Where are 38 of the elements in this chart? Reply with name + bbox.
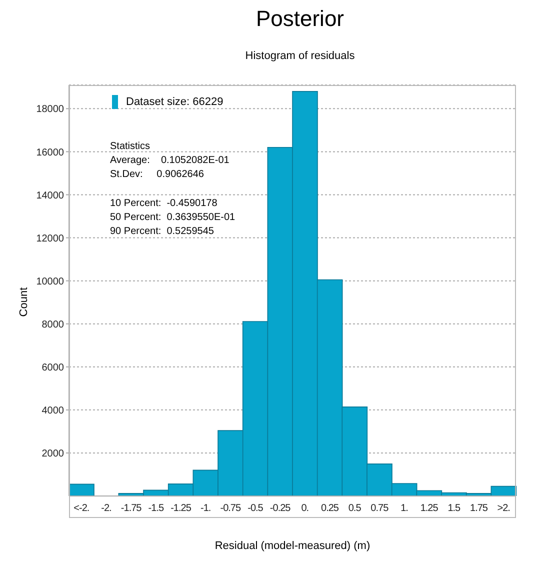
chart-subtitle: Histogram of residuals: [244, 50, 356, 62]
x-tick-label: 0.75: [370, 503, 390, 514]
annotation: St.Dev: 0.9062646: [110, 168, 205, 182]
x-tick-label: -0.25: [270, 503, 292, 514]
annotation: Average: 0.1052082E-01: [110, 154, 230, 168]
x-tick-label: -1.: [200, 503, 211, 514]
chart-title: Posterior: [254, 6, 346, 32]
x-tick-label: <-2.: [74, 503, 90, 514]
y-tick-label: 10000: [36, 276, 64, 288]
annotation: 90 Percent: 0.5259545: [110, 225, 215, 239]
x-tick-label: -2.: [101, 503, 112, 514]
y-tick-label: 8000: [42, 319, 64, 330]
legend-label: Dataset size: 66229: [126, 95, 224, 109]
annotation: Statistics: [110, 140, 152, 154]
x-tick-label: 1.25: [420, 503, 439, 514]
x-tick-label: 0.: [301, 503, 309, 514]
y-tick-label: 6000: [42, 362, 64, 374]
y-axis-title: Count: [18, 286, 30, 319]
annotation: 50 Percent: 0.3639550E-01: [110, 211, 236, 225]
y-tick-label: 4000: [42, 405, 64, 416]
x-tick-label: -0.75: [220, 503, 242, 514]
y-tick-label: 2000: [42, 448, 64, 460]
y-tick-label: 16000: [36, 147, 64, 158]
x-tick-label: 1.: [400, 503, 408, 514]
x-tick-label: -1.25: [170, 503, 192, 514]
annotation: 10 Percent: -0.4590178: [110, 197, 218, 211]
x-tick-label: >2.: [497, 503, 510, 514]
y-tick-label: 14000: [36, 190, 64, 202]
x-tick-label: -1.5: [148, 503, 164, 514]
x-tick-label: 0.25: [321, 503, 340, 514]
x-axis-title: Residual (model-measured) (m): [214, 540, 372, 552]
x-tick-label: 1.75: [470, 503, 488, 514]
x-tick-label: -0.5: [248, 503, 264, 514]
x-tick-label: 1.5: [448, 503, 462, 514]
x-tick-label: 0.5: [348, 503, 362, 514]
x-tick-label: -1.75: [120, 503, 142, 514]
y-tick-label: 12000: [36, 233, 64, 244]
y-tick-label: 18000: [36, 104, 64, 116]
